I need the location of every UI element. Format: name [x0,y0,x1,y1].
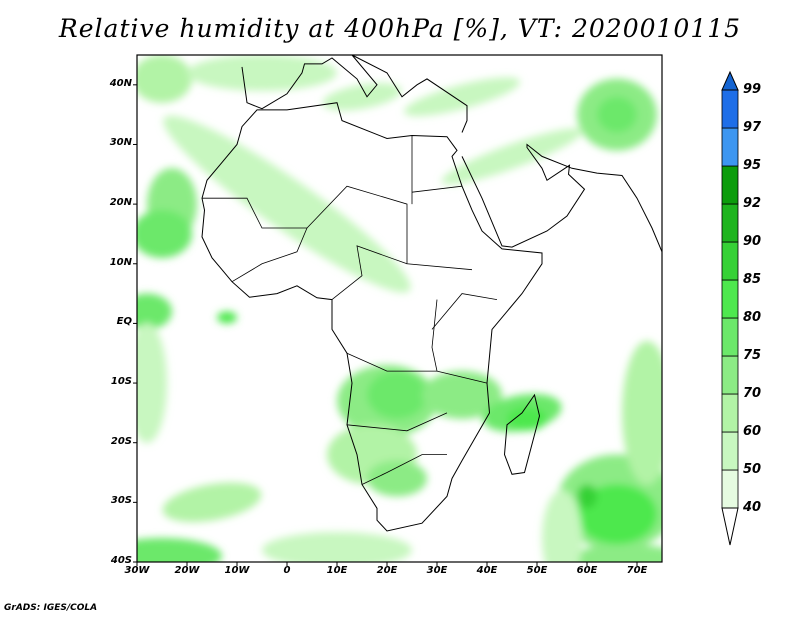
humidity-patch [187,55,337,91]
lon-tick-label: 20W [174,565,200,576]
humidity-patch [163,115,411,293]
country-border [346,352,488,384]
humidity-patch [622,340,662,485]
humidity-patch [367,370,427,419]
colorbar-box [721,89,739,129]
lon-tick-label: 10W [224,565,250,576]
country-border [331,245,408,300]
colorbar-box [721,203,739,243]
humidity-patch [137,55,192,103]
colorbar-label: 60 [743,424,762,439]
colorbar-max-arrow [721,70,739,91]
country-border [202,185,473,271]
lat-tick-label: 10S [110,376,132,388]
lat-tick-label: 20N [109,197,132,209]
lat-tick-label: 30S [110,495,132,507]
colorbar-label: 95 [743,158,762,173]
country-border [431,299,438,372]
country-border [361,454,447,485]
humidity-patch [137,293,172,330]
humidity-patch [137,538,222,562]
humidity-patch [597,96,637,133]
humidity-patch [322,83,402,111]
lon-tick-label: 10E [326,565,348,576]
humidity-patch [403,77,521,117]
lon-tick-label: 0 [283,565,291,576]
lon-tick-label: 70E [626,565,648,576]
madagascar-coastline [503,393,541,475]
colorbar-label: 85 [743,272,762,287]
humidity-patch [441,128,583,185]
arabia-coastline [461,143,663,252]
colorbar-min-arrow [721,507,739,546]
lat-tick-label: EQ [116,316,132,328]
humidity-patch [507,406,547,431]
lon-tick-label: 60E [576,565,598,576]
lat-tick-label: 40N [109,77,132,89]
humidity-patch [367,460,427,497]
lat-tick-label: 20S [110,435,132,447]
lat-tick-label: 10N [109,256,132,268]
lon-tick-label: 30E [426,565,448,576]
humidity-patch [162,482,262,523]
colorbar-label: 90 [743,234,762,249]
country-border [346,412,448,432]
humidity-patch [422,370,502,419]
lat-tick-label: 40S [110,555,132,566]
country-border [411,185,463,193]
country-border [231,227,308,283]
humidity-patch [137,209,192,258]
colorbar-box [721,355,739,395]
humidity-patch [567,544,662,562]
humidity-patch [262,532,412,562]
colorbar-box [721,469,739,509]
humidity-patch [577,484,597,509]
chart-title: Relative humidity at 400hPa [%], VT: 202… [58,14,742,43]
country-border [431,293,498,330]
humidity-patch [577,484,657,545]
humidity-patch [217,311,237,324]
colorbar-box [721,127,739,167]
africa-coastline [201,102,543,532]
colorbar-box [721,241,739,281]
colorbar-label: 70 [743,386,762,401]
lon-tick-label: 20E [376,565,398,576]
colorbar-box [721,317,739,357]
colorbar-box [721,279,739,319]
map-frame [136,54,663,563]
lon-tick-label: 30W [124,565,150,576]
humidity-patch [542,490,582,562]
lon-tick-label: 50E [526,565,548,576]
colorbar-box [721,431,739,471]
humidity-patch [137,323,167,444]
credit-text: GrADS: IGES/COLA [4,603,98,613]
colorbar-label: 99 [743,82,762,97]
colorbar-box [721,393,739,433]
humidity-field [137,55,662,562]
europe-coastline [241,54,468,133]
lat-tick-label: 30N [109,137,132,149]
colorbar-label: 97 [743,120,762,135]
colorbar-label: 92 [743,196,762,211]
colorbar-box [721,165,739,205]
colorbar-label: 40 [743,500,762,515]
colorbar-label: 75 [743,348,762,363]
colorbar-label: 80 [743,310,762,325]
lon-tick-label: 40E [476,565,498,576]
colorbar-label: 50 [743,462,762,477]
